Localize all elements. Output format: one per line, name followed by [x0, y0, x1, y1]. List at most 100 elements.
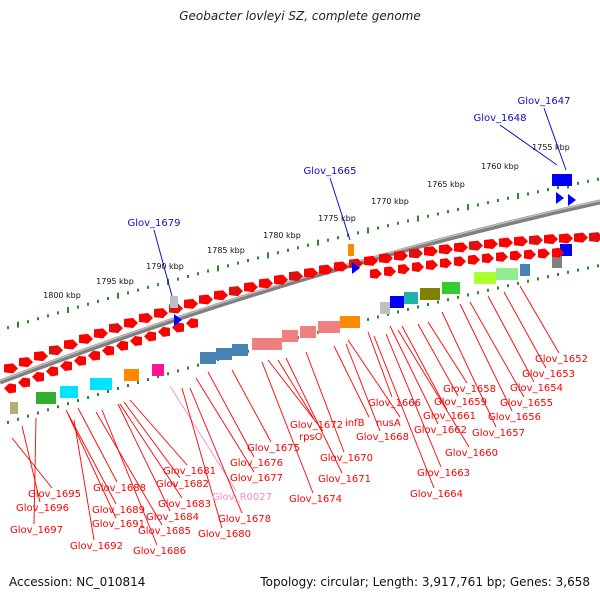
top-gene-label: Glov_1665	[303, 166, 356, 177]
ruler-tick	[417, 305, 419, 309]
gene-label: Glov_1662	[414, 425, 467, 436]
gene-arrow	[4, 363, 18, 374]
gene-leader-line	[385, 333, 442, 468]
gene-block	[232, 344, 248, 356]
backbone-highlight	[0, 199, 600, 382]
ruler-tick	[387, 312, 389, 316]
gene-block	[90, 378, 112, 390]
strand-marker	[352, 262, 360, 274]
gene-label: Glov_1659	[434, 397, 487, 408]
gene-label: Glov_1672	[290, 420, 343, 431]
ruler-tick	[137, 288, 139, 292]
ruler-tick	[87, 302, 89, 306]
gene-arrow-reverse	[482, 253, 494, 264]
gene-block	[420, 288, 440, 300]
ruler-tick	[577, 268, 579, 272]
gene-block	[252, 338, 282, 350]
ruler-tick	[7, 420, 9, 424]
gene-label: Glov_1681	[163, 466, 216, 477]
gene-arrow-reverse	[158, 326, 170, 337]
gene-label: nusA	[376, 418, 401, 429]
ruler-tick	[327, 238, 329, 242]
gene-block	[200, 352, 216, 364]
ruler-tick	[487, 201, 489, 205]
gene-label: Glov_1695	[28, 489, 81, 500]
ruler-label: 1765 kbp	[427, 180, 465, 189]
ruler-tick	[147, 285, 149, 289]
gene-leader-line	[261, 361, 314, 494]
gene-label: Glov_1696	[16, 503, 69, 514]
ruler-tick	[287, 248, 289, 252]
gene-label: Glov_1658	[443, 384, 496, 395]
gene-label: Glov_1697	[10, 525, 63, 536]
gene-leader-line	[119, 403, 183, 499]
gene-arrow	[514, 236, 528, 247]
ruler-tick	[547, 188, 549, 192]
gene-arrow	[184, 298, 198, 309]
ruler-tick	[187, 366, 189, 370]
gene-leader-line	[73, 419, 95, 541]
ruler-tick	[77, 399, 79, 403]
gene-label: Glov_1683	[158, 499, 211, 510]
ruler-tick	[47, 408, 49, 412]
ruler-label: 1790 kbp	[146, 262, 184, 271]
ruler-tick	[97, 393, 99, 397]
ruler-tick	[27, 320, 29, 324]
gene-label: Glov_1675	[247, 443, 300, 454]
ruler-tick	[457, 207, 459, 211]
ruler-tick	[497, 286, 499, 290]
gene-label: Glov_1655	[500, 398, 553, 409]
ruler-tick	[517, 281, 519, 285]
gene-label: Glov_1657	[472, 428, 525, 439]
backbone-arc	[0, 199, 600, 385]
gene-label: Glov_1682	[156, 479, 209, 490]
gene-block	[552, 174, 572, 186]
gene-arrow	[109, 323, 123, 334]
gene-leader-line	[389, 325, 439, 425]
gene-arrow-reverse	[384, 266, 396, 277]
genome-summary: Topology: circular; Length: 3,917,761 bp…	[260, 575, 590, 589]
gene-label: Glov_1676	[230, 458, 283, 469]
ruler-tick	[317, 239, 319, 246]
ruler-tick	[507, 284, 509, 288]
gene-leader-line	[519, 285, 560, 354]
ruler-label: 1795 kbp	[96, 277, 134, 286]
ruler-label: 1785 kbp	[207, 246, 245, 255]
gene-label: Glov_1671	[318, 474, 371, 485]
gene-block	[496, 268, 518, 280]
gene-arrow	[364, 255, 378, 266]
gene-block	[404, 292, 418, 304]
gene-arrow-reverse	[32, 371, 44, 382]
gene-leader-line	[123, 401, 181, 479]
gene-leader-line	[367, 331, 393, 398]
gene-arrow	[559, 233, 573, 244]
ruler-tick	[107, 389, 109, 393]
gene-block	[216, 348, 232, 360]
top-leader-line	[543, 107, 567, 171]
gene-label: Glov_1680	[198, 529, 251, 540]
ruler-tick	[397, 310, 399, 314]
ruler-label: 1775 kbp	[318, 214, 356, 223]
gene-arrow	[289, 271, 303, 282]
ruler-tick	[117, 292, 119, 299]
gene-label: Glov_1685	[138, 526, 191, 537]
gene-arrow	[139, 312, 153, 323]
gene-block	[170, 296, 178, 308]
ruler-tick	[427, 214, 429, 218]
top-gene-label: Glov_1647	[517, 96, 570, 107]
ruler-label: 1780 kbp	[263, 231, 301, 240]
gene-label: Glov_1689	[92, 505, 145, 516]
gene-leader-line	[469, 301, 525, 398]
ruler-tick	[77, 305, 79, 309]
gene-leader-line	[503, 291, 547, 369]
gene-arrow-reverse	[412, 261, 424, 272]
gene-block	[10, 402, 18, 414]
gene-arrow-reverse	[130, 335, 142, 346]
ruler-tick	[247, 259, 249, 263]
gene-arrow-reverse	[46, 366, 58, 377]
ruler-tick	[67, 306, 69, 313]
ruler-tick	[197, 272, 199, 276]
gene-arrow	[94, 328, 108, 339]
ruler-tick	[497, 198, 499, 202]
ruler-tick	[87, 396, 89, 400]
